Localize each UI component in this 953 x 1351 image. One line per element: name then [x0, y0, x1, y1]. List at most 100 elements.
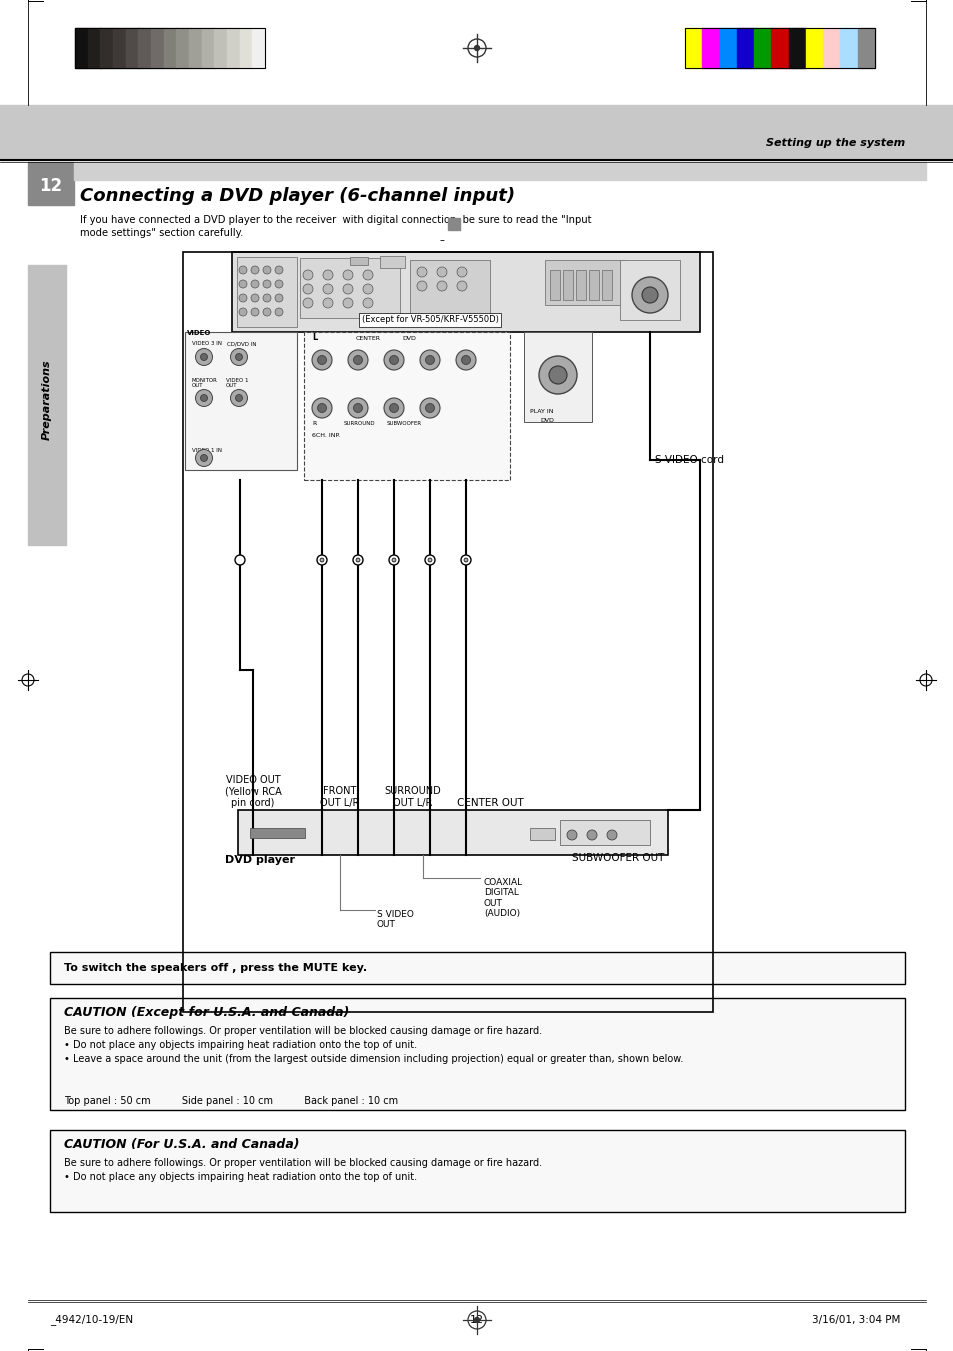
Circle shape — [343, 299, 353, 308]
Text: VIDEO OUT
(Yellow RCA
pin cord): VIDEO OUT (Yellow RCA pin cord) — [224, 775, 281, 808]
Bar — [619, 259, 679, 320]
Circle shape — [235, 354, 242, 361]
Bar — [237, 811, 667, 855]
Circle shape — [566, 830, 577, 840]
Circle shape — [239, 266, 247, 274]
Text: COAXIAL
DIGITAL
OUT
(AUDIO): COAXIAL DIGITAL OUT (AUDIO) — [483, 878, 522, 919]
Text: SUBWOOFER OUT: SUBWOOFER OUT — [572, 852, 663, 863]
Circle shape — [384, 399, 403, 417]
Text: VIDEO 1: VIDEO 1 — [226, 378, 248, 382]
Circle shape — [239, 280, 247, 288]
Bar — [304, 332, 510, 480]
Bar — [822, 28, 840, 68]
Text: CENTER: CENTER — [355, 336, 380, 340]
Text: Connecting a DVD player (6-channel input): Connecting a DVD player (6-channel input… — [80, 186, 515, 205]
Circle shape — [461, 355, 470, 365]
Text: VIDEO: VIDEO — [187, 330, 212, 336]
Circle shape — [263, 280, 271, 288]
Text: L: L — [312, 332, 317, 342]
Bar — [50, 998, 904, 1111]
Circle shape — [425, 404, 434, 412]
Bar — [28, 265, 66, 544]
Bar — [50, 1129, 904, 1212]
Circle shape — [456, 350, 476, 370]
Circle shape — [195, 389, 213, 407]
Text: Top panel : 50 cm          Side panel : 10 cm          Back panel : 10 cm: Top panel : 50 cm Side panel : 10 cm Bac… — [64, 1096, 397, 1106]
Bar — [75, 28, 88, 68]
Circle shape — [319, 558, 324, 562]
Circle shape — [363, 270, 373, 280]
Circle shape — [231, 389, 247, 407]
Bar — [239, 28, 253, 68]
Text: If you have connected a DVD player to the receiver  with digital connection, be : If you have connected a DVD player to th… — [80, 215, 591, 238]
Circle shape — [389, 555, 398, 565]
Circle shape — [363, 299, 373, 308]
Circle shape — [312, 350, 332, 370]
Text: To switch the speakers off , press the MUTE key.: To switch the speakers off , press the M… — [64, 963, 367, 973]
Circle shape — [389, 404, 398, 412]
Bar — [88, 28, 100, 68]
Circle shape — [355, 558, 359, 562]
Circle shape — [631, 277, 667, 313]
Circle shape — [323, 299, 333, 308]
Circle shape — [274, 266, 283, 274]
Bar — [126, 28, 138, 68]
Bar — [410, 259, 490, 315]
Text: SURROUND
OUT L/R: SURROUND OUT L/R — [384, 786, 441, 808]
Circle shape — [303, 284, 313, 295]
Circle shape — [419, 350, 439, 370]
Circle shape — [195, 349, 213, 366]
Circle shape — [317, 355, 326, 365]
Text: OUT: OUT — [226, 382, 237, 388]
Bar — [74, 162, 925, 180]
Circle shape — [312, 399, 332, 417]
Bar — [530, 828, 555, 840]
Circle shape — [353, 555, 363, 565]
Circle shape — [274, 295, 283, 303]
Text: (Except for VR-505/KRF-V5550D): (Except for VR-505/KRF-V5550D) — [361, 316, 497, 324]
Circle shape — [323, 270, 333, 280]
Circle shape — [463, 558, 468, 562]
Circle shape — [460, 555, 471, 565]
Text: OUT: OUT — [192, 382, 203, 388]
Circle shape — [416, 281, 427, 290]
Text: DVD: DVD — [401, 336, 416, 340]
Circle shape — [195, 450, 213, 466]
Bar — [138, 28, 152, 68]
Bar — [588, 270, 598, 300]
Circle shape — [251, 308, 258, 316]
Bar — [559, 820, 649, 844]
Circle shape — [548, 366, 566, 384]
Circle shape — [474, 46, 479, 50]
Text: PLAY IN: PLAY IN — [530, 409, 553, 413]
Circle shape — [384, 350, 403, 370]
Circle shape — [363, 284, 373, 295]
Text: CENTER OUT: CENTER OUT — [456, 798, 523, 808]
Text: DVD: DVD — [539, 417, 554, 423]
Text: SUBWOOFER: SUBWOOFER — [387, 422, 421, 426]
Bar — [350, 257, 368, 265]
Circle shape — [538, 357, 577, 394]
Circle shape — [303, 270, 313, 280]
Circle shape — [316, 555, 327, 565]
Bar — [299, 258, 399, 317]
Bar — [151, 28, 164, 68]
Circle shape — [234, 555, 245, 565]
Circle shape — [343, 284, 353, 295]
Text: Be sure to adhere followings. Or proper ventilation will be blocked causing dama: Be sure to adhere followings. Or proper … — [64, 1025, 682, 1065]
Circle shape — [641, 286, 658, 303]
Text: CD/DVD IN: CD/DVD IN — [227, 340, 256, 346]
Circle shape — [239, 295, 247, 303]
Bar — [201, 28, 214, 68]
Text: VIDEO 1 IN: VIDEO 1 IN — [192, 449, 222, 453]
Text: 12: 12 — [39, 177, 63, 195]
Text: Preparations: Preparations — [42, 359, 52, 440]
Bar — [0, 105, 953, 159]
Bar — [601, 270, 612, 300]
Text: SURROUND: SURROUND — [344, 422, 375, 426]
Circle shape — [239, 308, 247, 316]
Bar — [183, 253, 712, 1012]
Bar — [544, 259, 624, 305]
Bar — [719, 28, 737, 68]
Text: DVD player: DVD player — [225, 855, 294, 865]
